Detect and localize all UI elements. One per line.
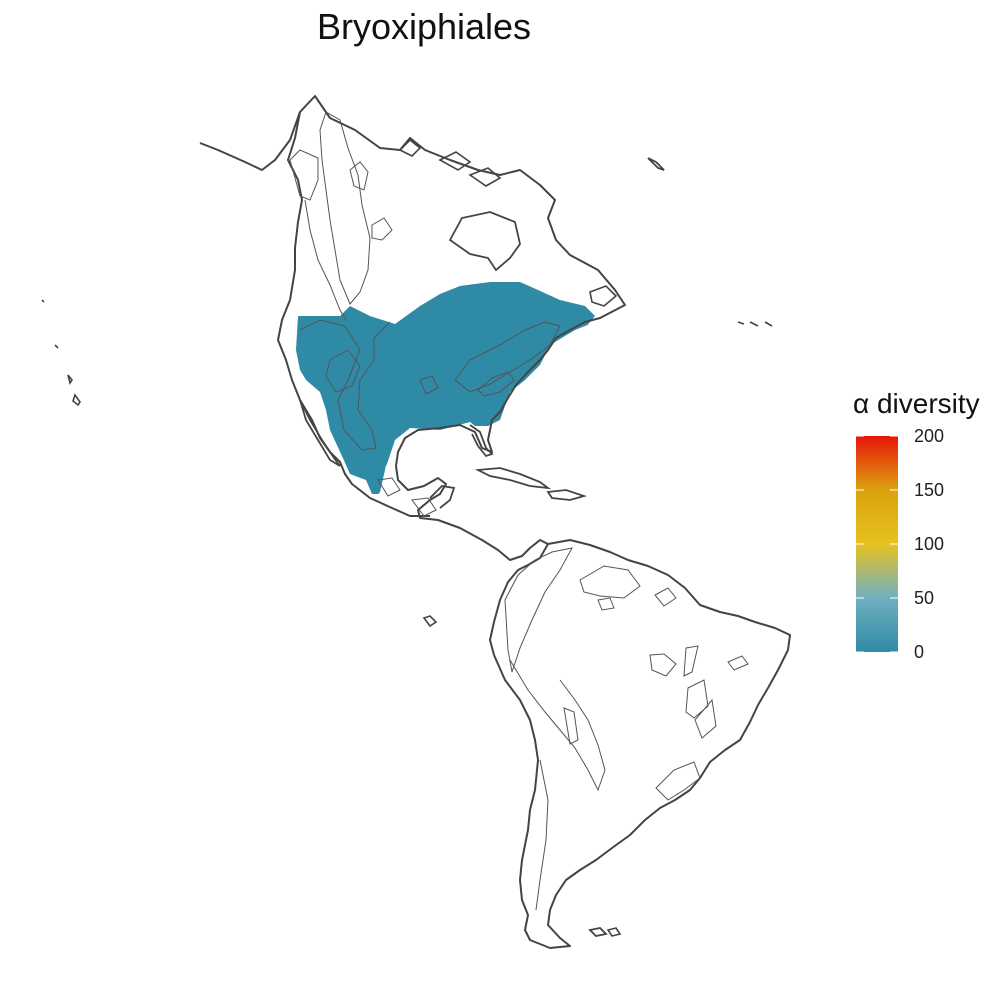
north-america-coastline (199, 95, 626, 656)
atlantic-dots (737, 321, 773, 327)
legend-tick-label: 150 (914, 480, 945, 500)
legend-tick-label: 100 (914, 534, 945, 554)
south-america-coastline (493, 539, 791, 949)
legend-tick-label: 0 (914, 642, 925, 662)
legend-tick-label: 200 (914, 426, 945, 446)
tierra-del-fuego (588, 927, 608, 937)
falklands (606, 927, 622, 937)
map-title: Bryoxiphiales (316, 6, 532, 47)
baja-california (299, 399, 341, 467)
legend-colorbar (856, 436, 898, 652)
arctic-islands (398, 138, 502, 187)
hispaniola (546, 489, 588, 501)
greenland-edge (647, 157, 665, 171)
diversity-raster (296, 282, 595, 494)
cuba (474, 467, 552, 490)
hawaii-islands (41, 299, 81, 407)
presence-cells (296, 282, 595, 494)
yucatan (429, 485, 456, 509)
legend-tick-label: 50 (914, 588, 935, 608)
biome-outlines (289, 111, 749, 911)
hudson-bay (448, 211, 521, 272)
florida (469, 424, 494, 458)
galapagos (422, 615, 438, 628)
legend-tickmarks (856, 436, 898, 652)
newfoundland (589, 285, 618, 307)
legend-title: α diversity (853, 388, 980, 419)
